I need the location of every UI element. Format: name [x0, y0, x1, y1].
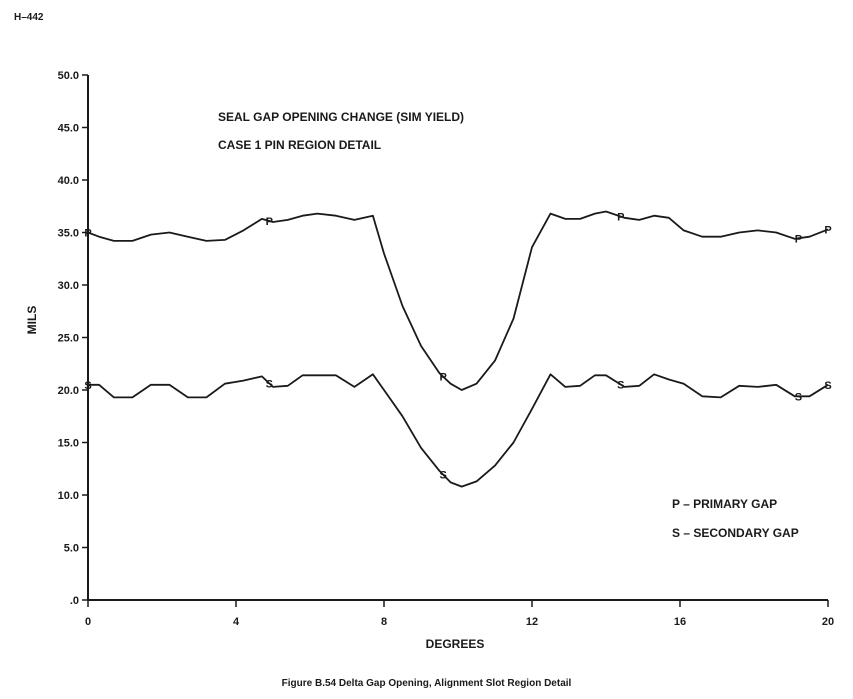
x-tick-label: 16 [674, 616, 686, 628]
legend-entry-primary: P – PRIMARY GAP [672, 497, 777, 511]
y-tick-label: 10.0 [58, 490, 79, 502]
y-tick-label: 25.0 [58, 333, 79, 345]
chart-axes: .0 5.0 10.0 15.0 20.0 25.0 30.0 35.0 40.0 45.0 50.… [58, 70, 835, 628]
y-tick-label: 20.0 [58, 385, 79, 397]
x-tick-label: 8 [381, 616, 387, 628]
chart-title: SEAL GAP OPENING CHANGE (SIM YIELD) [218, 110, 464, 124]
series-marker-s: S [824, 380, 831, 392]
secondary-gap-line [88, 373, 829, 488]
y-tick-label: 35.0 [58, 228, 79, 240]
y-tick-label: 15.0 [58, 438, 79, 450]
primary-gap-line [87, 210, 829, 391]
x-tick-label: 0 [85, 616, 91, 628]
series-marker-p: P [266, 216, 273, 228]
series-marker-s: S [440, 470, 447, 482]
series-marker-p: P [617, 212, 624, 224]
x-tick-label: 4 [233, 616, 240, 628]
y-tick-label: 45.0 [58, 123, 79, 135]
series-marker-p: P [440, 372, 447, 384]
y-tick-label: 40.0 [58, 175, 79, 187]
chart-series [87, 210, 829, 488]
y-tick-label: 5.0 [64, 543, 79, 555]
series-marker-s: S [84, 380, 91, 392]
legend-entry-secondary: S – SECONDARY GAP [672, 526, 799, 540]
document-id: H–442 [14, 12, 44, 23]
series-markers: P P P P P P S S S S S S [84, 212, 831, 482]
y-tick-label: 30.0 [58, 280, 79, 292]
x-tick-label: 12 [526, 616, 538, 628]
y-tick-label: 50.0 [58, 70, 79, 82]
x-tick-label: 20 [822, 616, 834, 628]
chart-subtitle: CASE 1 PIN REGION DETAIL [218, 138, 381, 152]
series-marker-s: S [795, 391, 802, 403]
series-marker-s: S [266, 378, 273, 390]
y-tick-label: .0 [70, 595, 79, 607]
series-marker-p: P [84, 228, 91, 240]
x-axis-title: DEGREES [426, 637, 485, 651]
figure-caption: Figure B.54 Delta Gap Opening, Alignment… [281, 678, 572, 689]
series-marker-s: S [617, 380, 624, 392]
y-axis-title: MILS [25, 306, 39, 335]
series-marker-p: P [795, 233, 802, 245]
series-marker-p: P [824, 224, 831, 236]
